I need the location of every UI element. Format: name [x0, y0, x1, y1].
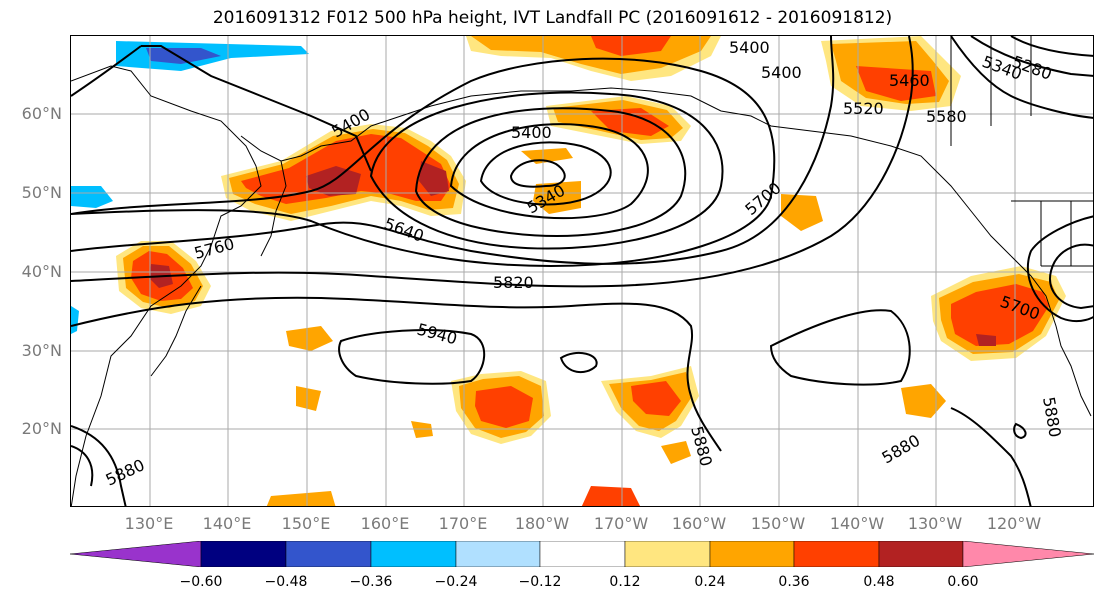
colorbar-tick: 0.36	[778, 574, 810, 590]
colorbar-segment	[285, 541, 372, 567]
colorbar-tick: 0.60	[947, 574, 979, 590]
contour-east-5880	[769, 309, 911, 386]
contour-label: 5400	[761, 63, 802, 82]
lon-label-140w: 140°W	[829, 514, 885, 533]
blue-patch-w2	[71, 306, 79, 334]
lon-label-170w: 170°W	[593, 514, 649, 533]
colorbar-segment	[455, 541, 541, 567]
contour-label: 5580	[926, 107, 967, 126]
lat-label-20n: 20°N	[21, 419, 62, 438]
colorbar-tick: 0.12	[609, 574, 641, 590]
lon-label-160e: 160°E	[360, 514, 410, 533]
contour-5700-east	[1026, 215, 1093, 323]
lon-label-180w: 180°W	[514, 514, 570, 533]
lat-label-40n: 40°N	[21, 262, 62, 281]
contour-label: 5760	[192, 234, 236, 263]
lon-label-150w: 150°W	[750, 514, 806, 533]
contour-label: 5400	[729, 38, 770, 57]
lon-label-130e: 130°E	[124, 514, 174, 533]
colorbar-tick: −0.24	[434, 574, 478, 590]
lon-label-140e: 140°E	[202, 514, 252, 533]
colorbar-tick: −0.12	[518, 574, 562, 590]
colorbar-segment	[709, 541, 795, 567]
lat-label-60n: 60°N	[21, 104, 62, 123]
lat-label-30n: 30°N	[21, 341, 62, 360]
contour-5760	[71, 36, 835, 265]
blue-patch-w	[71, 186, 113, 208]
contour-label: 5940	[415, 320, 459, 349]
contour-5640	[71, 57, 776, 268]
lon-label-170e: 170°E	[438, 514, 488, 533]
lon-label-150e: 150°E	[281, 514, 331, 533]
height-contours	[71, 36, 1093, 506]
contour-label: 5820	[493, 273, 534, 292]
map-canvas: 5400 5400 5400 5340 5280 5460 5520 5580 …	[71, 36, 1093, 506]
contour-5820	[71, 36, 914, 288]
lon-label-130w: 130°W	[907, 514, 963, 533]
colorbar-segments	[70, 541, 1094, 567]
colorbar-segment	[878, 541, 964, 567]
lon-label-160w: 160°W	[671, 514, 727, 533]
colorbar-tick: −0.60	[179, 574, 223, 590]
colorbar-tick: 0.24	[694, 574, 726, 590]
blue-patch-nw-dark	[146, 48, 221, 64]
colorbar-segment	[793, 541, 880, 567]
contour-label: 5880	[1039, 395, 1065, 438]
contour-5880-north	[71, 296, 722, 452]
colorbar-tick: 0.48	[863, 574, 895, 590]
colorbar-segment	[200, 541, 287, 567]
contour-5940	[338, 329, 486, 385]
contour-label: 5880	[103, 455, 148, 489]
page-title: 2016091312 F012 500 hPa height, IVT Land…	[212, 8, 893, 28]
contour-label: 5700	[741, 178, 784, 219]
lat-label-50n: 50°N	[21, 183, 62, 202]
colorbar-segment	[624, 541, 711, 567]
contour-label: 5400	[511, 123, 552, 142]
lon-label-120w: 120°W	[986, 514, 1042, 533]
contour-label: 5880	[879, 431, 924, 468]
coastlines	[71, 36, 1093, 506]
map-panel: 5400 5400 5400 5340 5280 5460 5520 5580 …	[70, 35, 1094, 507]
contour-5400-west	[141, 45, 372, 172]
colorbar-segment	[370, 541, 457, 567]
colorbar-segment	[70, 541, 202, 567]
contour-label: 5460	[889, 71, 930, 90]
ivt-shading	[71, 36, 1066, 506]
contour-low-inner	[509, 159, 566, 188]
colorbar-segment	[539, 541, 626, 567]
colorbar-tick: −0.48	[264, 574, 308, 590]
colorbar	[70, 541, 1094, 567]
contour-label: 5880	[687, 424, 716, 468]
contour-labels: 5400 5400 5400 5340 5280 5460 5520 5580 …	[103, 38, 1065, 490]
contour-label: 5640	[382, 214, 427, 246]
colorbar-segment	[962, 541, 1094, 567]
contour-label: 5520	[843, 99, 884, 118]
colorbar-tick: −0.36	[349, 574, 393, 590]
